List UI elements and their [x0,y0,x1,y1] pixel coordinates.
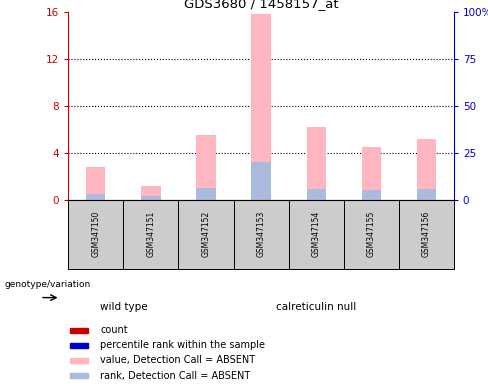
Text: GSM347150: GSM347150 [91,211,101,257]
Bar [142,185,161,200]
Text: count: count [101,326,128,336]
Text: GSM347156: GSM347156 [422,211,431,257]
Bar [362,190,381,200]
Bar [70,328,88,333]
Bar [362,147,381,200]
Text: GSM347151: GSM347151 [146,211,156,257]
Bar [70,343,88,348]
Bar [306,127,326,200]
Bar [251,14,271,200]
FancyBboxPatch shape [123,200,179,269]
Text: GSM347153: GSM347153 [257,211,265,257]
Text: calreticulin null: calreticulin null [276,302,356,312]
Text: rank, Detection Call = ABSENT: rank, Detection Call = ABSENT [101,371,250,381]
Bar [417,189,436,200]
Bar [196,188,216,200]
FancyBboxPatch shape [234,200,288,269]
Text: value, Detection Call = ABSENT: value, Detection Call = ABSENT [101,356,255,366]
Bar [70,358,88,363]
Bar [417,139,436,200]
FancyBboxPatch shape [344,200,399,269]
Title: GDS3680 / 1458157_at: GDS3680 / 1458157_at [184,0,338,10]
Bar [196,135,216,200]
Bar [142,196,161,200]
Text: wild type: wild type [100,302,147,312]
Text: GSM347155: GSM347155 [366,211,376,257]
FancyBboxPatch shape [288,200,344,269]
Text: genotype/variation: genotype/variation [5,280,91,289]
Bar [70,373,88,378]
Bar [86,194,105,200]
Text: GSM347154: GSM347154 [312,211,321,257]
Text: percentile rank within the sample: percentile rank within the sample [101,341,265,351]
FancyBboxPatch shape [179,200,234,269]
Bar [306,189,326,200]
FancyBboxPatch shape [399,200,454,269]
Text: GSM347152: GSM347152 [202,211,210,257]
FancyBboxPatch shape [68,200,123,269]
Bar [251,162,271,200]
Bar [86,167,105,200]
